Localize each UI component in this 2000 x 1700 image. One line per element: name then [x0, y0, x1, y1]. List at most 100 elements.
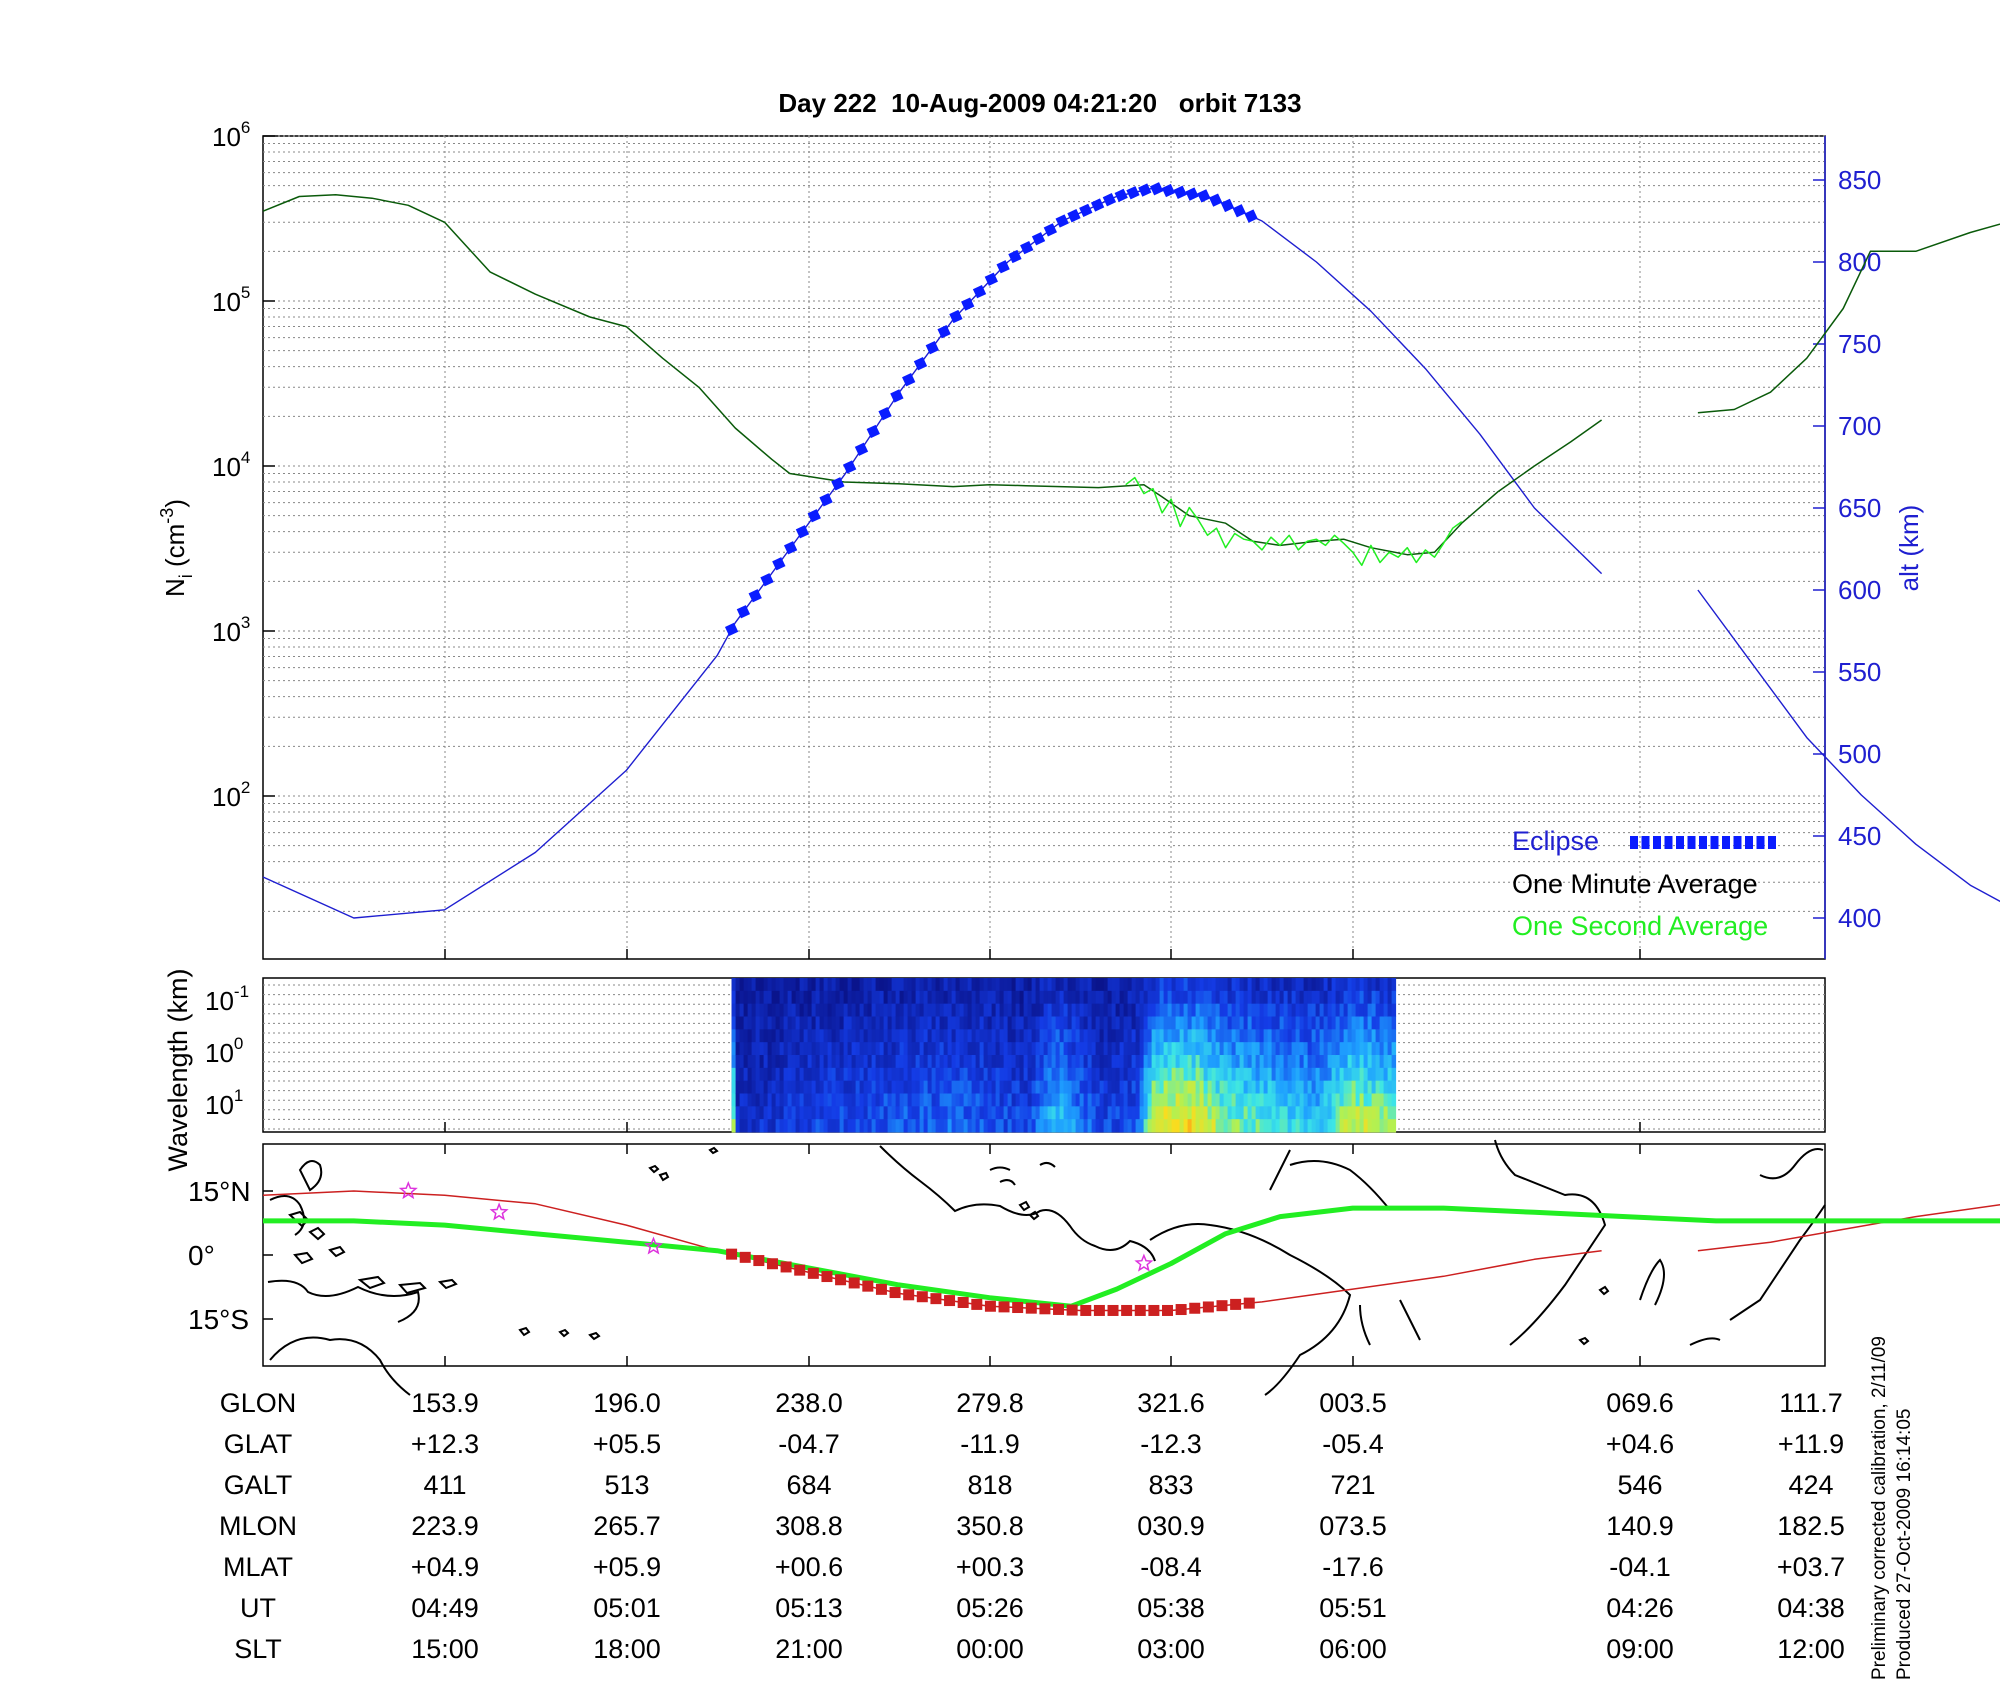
spectrogram-cell	[1059, 1003, 1065, 1017]
spectrogram-cell	[935, 990, 941, 1005]
spectrogram-cell	[1295, 990, 1301, 1005]
spectrogram-cell	[1159, 1080, 1165, 1094]
spectrogram-cell	[787, 978, 793, 992]
spectrogram-cell	[1227, 1119, 1233, 1133]
spectrogram-cell	[1087, 1080, 1093, 1094]
spectrogram-cell	[895, 1093, 901, 1107]
spectrogram-cell	[1347, 1119, 1353, 1133]
spectrogram-cell	[1371, 1003, 1377, 1017]
spectrogram-cell	[1179, 990, 1185, 1005]
spectrogram-cell	[735, 978, 741, 992]
spectrogram-cell	[1359, 1042, 1365, 1056]
spectrogram-cell	[1071, 990, 1077, 1005]
spectrogram-cell	[1179, 978, 1185, 992]
spectrogram-cell	[1363, 1106, 1369, 1120]
spectrogram-cell	[1295, 1029, 1301, 1043]
spectrogram-cell	[1279, 1093, 1285, 1107]
spectrogram-cell	[935, 1042, 941, 1056]
spectrogram-cell	[751, 1003, 757, 1017]
spectrogram-cell	[823, 1042, 829, 1056]
spectrogram-cell	[1227, 990, 1233, 1005]
spectrogram-cell	[987, 990, 993, 1005]
spectrogram-cell	[1387, 1080, 1393, 1094]
spectrogram-cell	[759, 1080, 765, 1094]
spectrogram-cell	[1335, 1080, 1341, 1094]
spectrogram-cell	[1331, 1093, 1337, 1107]
spectrogram-cell	[1319, 1042, 1325, 1056]
spectrogram-cell	[739, 1106, 745, 1120]
spectrogram-cell	[1239, 1003, 1245, 1017]
spectrogram-cell	[1207, 1080, 1213, 1094]
spectrogram-cell	[1315, 1093, 1321, 1107]
spectrogram-cell	[1059, 1016, 1065, 1030]
spectrogram-cell	[855, 1119, 861, 1133]
spectrogram-cell	[907, 1080, 913, 1094]
spectrogram-cell	[1015, 978, 1021, 992]
spectrogram-cell	[847, 1106, 853, 1120]
spectrogram-cell	[1199, 990, 1205, 1005]
spectrogram-cell	[1391, 1016, 1397, 1030]
spectrogram-cell	[755, 1042, 761, 1056]
spectrogram-cell	[1279, 1106, 1285, 1120]
spectrogram-cell	[1251, 1042, 1257, 1056]
spectrogram-cell	[1079, 1080, 1085, 1094]
spectrogram-cell	[1323, 1119, 1329, 1133]
spectrogram-cell	[795, 1016, 801, 1030]
spectrogram-cell	[1131, 1055, 1137, 1069]
spectrogram-cell	[1235, 1067, 1241, 1082]
spectrogram-cell	[811, 1016, 817, 1030]
spectrogram-cell	[935, 1029, 941, 1043]
spectrogram-cell	[767, 1003, 773, 1017]
spectrogram-cell	[1223, 1067, 1229, 1082]
spectrogram-cell	[1127, 1055, 1133, 1069]
spectrogram-cell	[1275, 1080, 1281, 1094]
spectrogram-cell	[1187, 990, 1193, 1005]
table-cell: -11.9	[960, 1429, 1020, 1459]
spectrogram-cell	[1279, 990, 1285, 1005]
spectrogram-cell	[1323, 1029, 1329, 1043]
spectrogram-cell	[867, 990, 873, 1005]
spectrogram-cell	[1099, 990, 1105, 1005]
spectrogram-cell	[1003, 1016, 1009, 1030]
spectrogram-cell	[1203, 1055, 1209, 1069]
spectrogram-cell	[871, 1003, 877, 1017]
spectrogram-cell	[967, 978, 973, 992]
table-cell: 18:00	[593, 1634, 661, 1664]
spectrogram-cell	[1311, 990, 1317, 1005]
spectrogram-cell	[1315, 1106, 1321, 1120]
spectrogram-cell	[971, 1119, 977, 1133]
spectrogram-cell	[1375, 1042, 1381, 1056]
spectrogram-cell	[763, 1119, 769, 1133]
spectrogram-cell	[903, 978, 909, 992]
spectrogram-cell	[1339, 1016, 1345, 1030]
spectrogram-cell	[1135, 1042, 1141, 1056]
spectrogram-cell	[899, 1055, 905, 1069]
spectrogram-cell	[1159, 1055, 1165, 1069]
spectrogram-cell	[1063, 1119, 1069, 1133]
spectrogram-cell	[835, 1106, 841, 1120]
spectrogram-cell	[1243, 1080, 1249, 1094]
spectrogram-cell	[895, 1042, 901, 1056]
spectrogram-cell	[1371, 1106, 1377, 1120]
spectrogram-cell	[1059, 978, 1065, 992]
spectrogram-cell	[931, 1029, 937, 1043]
spectrogram-cell	[1139, 978, 1145, 992]
spectrogram-cell	[1311, 978, 1317, 992]
spectrogram-cell	[823, 1067, 829, 1082]
spectrogram-cell	[1079, 978, 1085, 992]
spectrogram-cell	[1227, 978, 1233, 992]
spectrogram-cell	[1235, 1029, 1241, 1043]
spectrogram-cell	[1083, 1067, 1089, 1082]
spectrogram-cell	[1291, 978, 1297, 992]
spectrogram-cell	[1347, 1106, 1353, 1120]
spectrogram-cell	[823, 990, 829, 1005]
spectrogram-cell	[867, 1029, 873, 1043]
ground-track-eclipse-marker	[753, 1255, 765, 1267]
spectrogram-cell	[1163, 1042, 1169, 1056]
ground-track-eclipse-marker	[1230, 1298, 1242, 1310]
spectrogram-cell	[1387, 1055, 1393, 1069]
spectrogram-cell	[867, 1016, 873, 1030]
spectrogram-cell	[1031, 1106, 1037, 1120]
table-cell: -17.6	[1322, 1552, 1384, 1582]
spectrogram-cell	[991, 1029, 997, 1043]
